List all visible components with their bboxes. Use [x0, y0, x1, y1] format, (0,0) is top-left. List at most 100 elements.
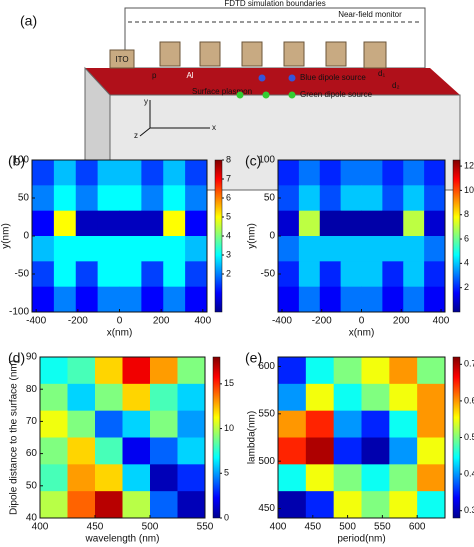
heat-cell	[278, 383, 307, 412]
x-tick-label: -200	[68, 316, 88, 327]
heat-cell	[278, 236, 300, 262]
heat-cell	[382, 160, 404, 186]
heat-cell	[382, 286, 404, 313]
heat-cell	[278, 185, 300, 212]
al-label: Al	[186, 71, 193, 80]
heat-cell	[278, 464, 307, 492]
y-tick-label: 40	[26, 513, 38, 524]
green-dipole	[236, 91, 244, 99]
heat-cell	[32, 160, 55, 186]
y-tick-label: 450	[258, 503, 275, 514]
panel-label: (b)	[8, 153, 25, 169]
heat-cell	[361, 464, 390, 492]
heat-cell	[424, 261, 446, 288]
y-tick-label: 100	[258, 155, 275, 166]
y-axis-label: y(nm)	[247, 223, 258, 249]
heat-cell	[97, 236, 120, 262]
x-tick-label: 500	[142, 522, 159, 533]
colorbar-tick-label: 10	[224, 423, 234, 433]
x-axis-label: wavelength (nm)	[85, 534, 160, 545]
colorbar-tick-label: 0	[224, 512, 229, 522]
heat-cell	[319, 261, 342, 288]
y-tick-label: -50	[261, 269, 276, 280]
heat-cell	[361, 261, 383, 288]
heat-cell	[417, 357, 446, 385]
heat-cell	[361, 491, 390, 519]
heat-cell	[424, 236, 446, 262]
y-tick-label: 70	[26, 416, 38, 427]
heat-cell	[278, 410, 307, 438]
heat-cell	[163, 185, 186, 212]
heat-cell	[278, 357, 307, 385]
x-tick-label: 450	[87, 522, 104, 533]
heat-cell	[32, 210, 55, 237]
heat-cell	[40, 437, 68, 465]
heat-cell	[424, 185, 446, 212]
heat-cell	[75, 160, 99, 186]
x-axis-label: x(nm)	[107, 328, 133, 339]
heat-cell	[119, 160, 142, 186]
x-tick-label: 200	[393, 316, 410, 327]
heat-cell	[150, 410, 178, 438]
heat-cell	[361, 185, 383, 212]
al-layer	[85, 68, 460, 95]
colorbar	[212, 356, 221, 519]
heat-cell	[75, 185, 99, 212]
heat-cell	[424, 210, 446, 237]
heat-cell	[305, 491, 335, 519]
heat-cell	[67, 437, 96, 465]
heat-cell	[389, 464, 418, 492]
heat-cell	[333, 357, 362, 385]
heat-cell	[177, 464, 206, 492]
heat-cell	[95, 491, 123, 519]
heat-cell	[361, 160, 383, 186]
heat-cell	[333, 491, 362, 519]
heat-cell	[32, 236, 55, 262]
y-tick-label: 600	[258, 361, 275, 372]
heat-cell	[340, 286, 362, 313]
heat-cell	[95, 410, 123, 438]
heat-cell	[163, 286, 186, 313]
axis-z: z	[134, 131, 138, 140]
blue-dipole	[288, 74, 296, 82]
heat-cell	[361, 210, 383, 237]
heat-cell	[163, 210, 186, 237]
colorbar-tick-label: 0.6	[464, 395, 474, 405]
y-tick-label: 0	[23, 231, 29, 242]
colorbar-tick-label: 8	[226, 154, 231, 164]
heat-cell	[305, 383, 335, 412]
colorbar-tick-label: 0.3	[464, 505, 474, 515]
y-tick-label: 550	[258, 408, 275, 419]
monitor-label: Near-field monitor	[338, 10, 402, 19]
heat-cell	[75, 236, 99, 262]
heat-cell	[389, 383, 418, 412]
heat-cell	[97, 286, 120, 313]
y-tick-label: 100	[12, 155, 29, 166]
plasmon-label: Surface plasmon	[192, 87, 252, 96]
heat-cell	[278, 437, 307, 465]
heat-cell	[417, 410, 446, 438]
ito-rods	[109, 41, 387, 69]
heat-cell	[53, 261, 77, 288]
y-tick-label: -50	[15, 269, 30, 280]
plot-frame	[277, 356, 446, 519]
heat-cell	[97, 261, 120, 288]
heat-cell	[119, 210, 142, 237]
heat-cell	[122, 357, 151, 385]
heat-cell	[67, 410, 96, 438]
heat-cell	[67, 464, 96, 492]
heat-cell	[32, 261, 55, 288]
heat-cell	[53, 286, 77, 313]
boundary-label: FDTD simulation boundaries	[224, 0, 325, 8]
heat-cell	[185, 261, 208, 288]
heat-cell	[122, 383, 151, 412]
colorbar-tick-label: 6	[464, 233, 469, 243]
colorbar-tick-label: 2	[464, 282, 469, 292]
heat-cell	[389, 437, 418, 465]
blue-label: Blue dipole source	[300, 73, 366, 82]
heat-cell	[177, 357, 206, 385]
heat-cell	[53, 210, 77, 237]
heat-cell	[122, 464, 151, 492]
colorbar-tick-label: 8	[464, 209, 469, 219]
heat-cell	[319, 160, 342, 186]
